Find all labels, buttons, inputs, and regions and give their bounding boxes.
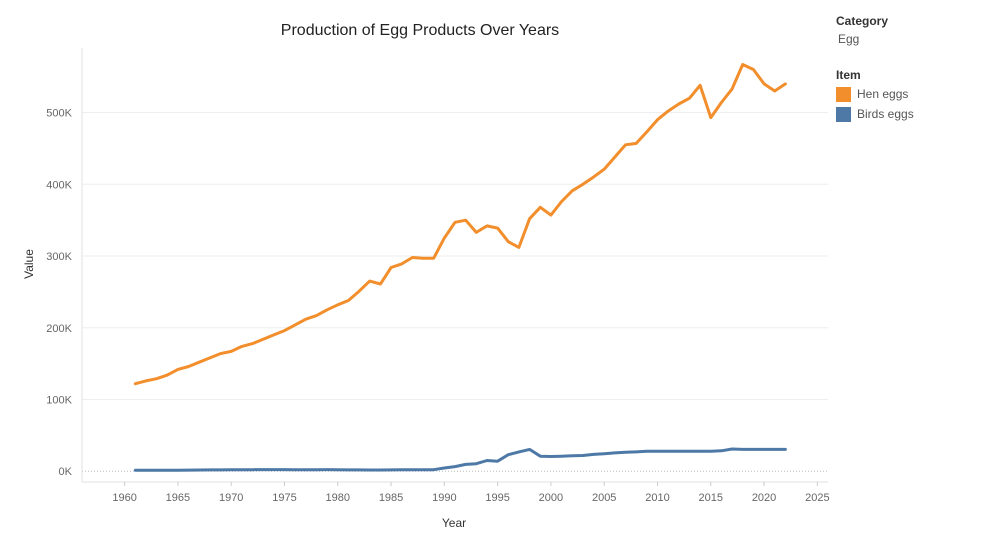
y-tick-label: 200K bbox=[46, 323, 72, 335]
x-tick-label: 2025 bbox=[805, 492, 829, 504]
legend-item-birds-eggs[interactable]: Birds eggs bbox=[836, 106, 996, 122]
x-tick-label: 2015 bbox=[699, 492, 723, 504]
chart-title: Production of Egg Products Over Years bbox=[281, 22, 559, 39]
x-tick-label: 1960 bbox=[112, 492, 136, 504]
legend-label-hen-eggs: Hen eggs bbox=[857, 87, 909, 101]
x-tick-label: 2000 bbox=[539, 492, 563, 504]
legend-label-birds-eggs: Birds eggs bbox=[857, 107, 914, 121]
series-lines bbox=[133, 63, 787, 472]
x-axis-label: Year bbox=[442, 516, 466, 530]
axes: 0K 100K 200K 300K 400K 500K 1960 1965 1970 1975 19… bbox=[46, 48, 830, 504]
legend-swatch-hen-eggs bbox=[836, 86, 851, 102]
legend-category-heading: Category bbox=[836, 14, 889, 28]
x-tick-label: 1965 bbox=[166, 492, 190, 504]
x-tick-label: 2005 bbox=[592, 492, 616, 504]
y-tick-label: 300K bbox=[46, 251, 72, 263]
legend-category-value: Egg bbox=[838, 32, 860, 46]
x-tick-label: 1995 bbox=[485, 492, 509, 504]
x-tick-label: 2020 bbox=[752, 492, 776, 504]
legend-swatch-birds-eggs bbox=[836, 106, 851, 122]
x-tick-label: 2010 bbox=[645, 492, 669, 504]
x-tick-label: 1985 bbox=[379, 492, 403, 504]
y-tick-label: 100K bbox=[46, 395, 72, 407]
series-line-birds-eggs[interactable] bbox=[133, 447, 787, 472]
y-tick-label: 400K bbox=[46, 179, 72, 191]
x-tick-label: 1975 bbox=[272, 492, 296, 504]
x-tick-label: 1980 bbox=[326, 492, 350, 504]
y-axis-label: Value bbox=[22, 249, 36, 279]
x-tick-label: 1990 bbox=[432, 492, 456, 504]
y-tick-label: 0K bbox=[59, 466, 73, 478]
legend: Category Egg Item Hen eggs Birds eggs bbox=[836, 14, 996, 122]
legend-item-heading[interactable]: Item bbox=[836, 68, 861, 82]
grid-lines bbox=[82, 112, 828, 401]
y-tick-label: 500K bbox=[46, 108, 72, 120]
legend-item-hen-eggs[interactable]: Hen eggs bbox=[836, 86, 996, 102]
series-line-hen-eggs[interactable] bbox=[133, 63, 787, 386]
x-tick-label: 1970 bbox=[219, 492, 243, 504]
